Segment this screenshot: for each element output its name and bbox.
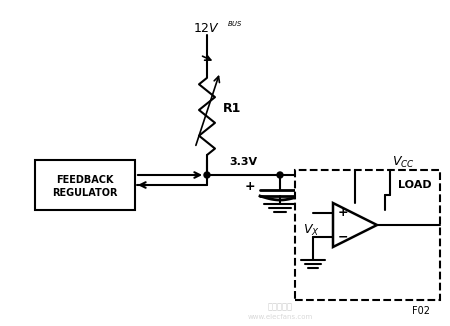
Text: 电子发烧友: 电子发烧友 bbox=[267, 302, 293, 311]
Text: LOAD: LOAD bbox=[398, 180, 432, 190]
Circle shape bbox=[204, 172, 210, 178]
Text: www.elecfans.com: www.elecfans.com bbox=[248, 314, 313, 320]
Text: $V_{CC}$: $V_{CC}$ bbox=[392, 155, 415, 170]
Text: −: − bbox=[338, 230, 348, 244]
Text: $12V$: $12V$ bbox=[194, 22, 220, 35]
Text: REGULATOR: REGULATOR bbox=[52, 188, 118, 198]
Text: 3.3V: 3.3V bbox=[229, 157, 257, 167]
Text: +: + bbox=[338, 206, 349, 219]
Text: FEEDBACK: FEEDBACK bbox=[56, 175, 114, 185]
Bar bbox=[35, 160, 135, 210]
Circle shape bbox=[277, 172, 283, 178]
Text: +: + bbox=[244, 181, 255, 194]
Text: $V_X$: $V_X$ bbox=[303, 222, 320, 238]
Text: R1: R1 bbox=[223, 101, 241, 114]
Text: F02: F02 bbox=[412, 306, 430, 316]
Bar bbox=[295, 170, 440, 300]
Text: $_{BUS}$: $_{BUS}$ bbox=[227, 19, 243, 29]
